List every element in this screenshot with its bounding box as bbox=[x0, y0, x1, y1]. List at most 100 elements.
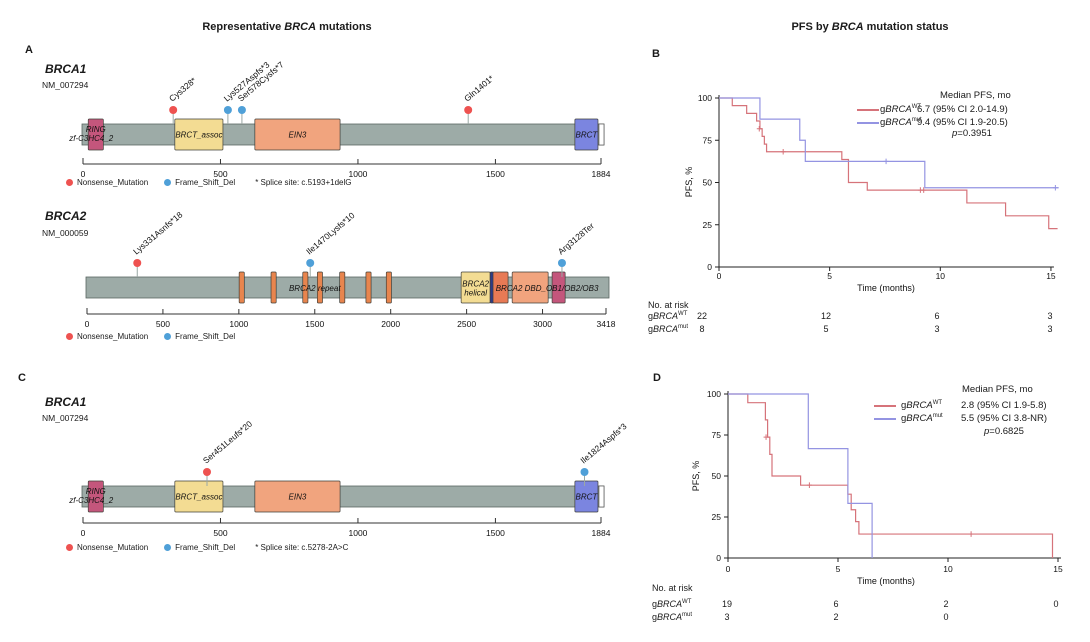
domain-EIN3 bbox=[254, 480, 341, 513]
risk-value: 3 bbox=[1047, 324, 1053, 334]
lollipop-panel-A-BRCA1: RING BRCT_assoc EIN3 BRCT zf-C3HC4_2 0 500 1000… bbox=[68, 59, 610, 179]
right-title-gene: BRCA bbox=[831, 21, 864, 33]
mutation-dot-Gln1401* bbox=[464, 106, 473, 114]
axis-tick-label: 500 bbox=[213, 169, 227, 179]
y-tick-label: 100 bbox=[698, 93, 712, 103]
km-panel-D: 0 25 50 75 100 0 5 10 15 Time (months) PFS, % bbox=[691, 389, 1063, 586]
mutation-dot-Lys527Aspfs*3 bbox=[223, 106, 232, 114]
risk-value: 8 bbox=[699, 324, 705, 334]
mutation-label: Ile1470Lysfs*10 bbox=[304, 210, 357, 257]
mutation-label: Cys328* bbox=[167, 75, 199, 104]
km-curve-gBRCA-WT bbox=[728, 393, 1054, 558]
legend-item: Frame_Shift_Del bbox=[164, 332, 235, 341]
axis-tick-label: 1500 bbox=[486, 169, 505, 179]
y-tick-label: 25 bbox=[712, 512, 722, 522]
domain-label: BRCT bbox=[576, 493, 599, 502]
mutation-dot-Ser578Cysfs*7 bbox=[237, 106, 246, 114]
bar-annotation: zf-C3HC4_2 bbox=[68, 496, 114, 505]
y-tick-label: 0 bbox=[716, 553, 721, 563]
left-title-pre: Representative bbox=[202, 21, 285, 33]
domain-RING bbox=[87, 480, 104, 513]
axis-tick-label: 500 bbox=[156, 319, 170, 329]
lollipop-legend-BRCA2: Nonsense_Mutation Frame_Shift_Del bbox=[66, 332, 235, 341]
y-tick-label: 25 bbox=[703, 220, 713, 230]
panel-letter-b: B bbox=[652, 48, 660, 60]
km-legend-label: gBRCAmut bbox=[901, 412, 943, 424]
risk-value: 6 bbox=[833, 599, 839, 609]
axis-tick-label: 2500 bbox=[457, 319, 476, 329]
risk-row-label: gBRCAmut bbox=[648, 324, 689, 334]
domain-label: EIN3 bbox=[289, 493, 307, 502]
mutation-dot-Cys328* bbox=[169, 106, 178, 114]
x-tick-label: 0 bbox=[726, 564, 731, 574]
censor-mark bbox=[921, 187, 927, 193]
km-legend-label: gBRCAWT bbox=[880, 103, 922, 115]
axis-tick-label: 1884 bbox=[592, 169, 611, 179]
lollipop-legend-BRCA1: Nonsense_Mutation Frame_Shift_Del * Splice… bbox=[66, 543, 348, 552]
bar-annotation: zf-C3HC4_2 bbox=[68, 134, 114, 143]
bar-tail bbox=[598, 123, 605, 146]
domain-box bbox=[270, 271, 277, 304]
right-figure-title: PFS by BRCA mutation status bbox=[791, 21, 948, 33]
domain-label: EIN3 bbox=[289, 131, 307, 140]
domain-box bbox=[551, 271, 566, 304]
mutation-label: Lys331Asnfs*18 bbox=[131, 209, 184, 256]
km-legend-median: 9.4 (95% CI 1.9-20.5) bbox=[917, 117, 1008, 128]
risk-row-label: gBRCAWT bbox=[648, 311, 688, 321]
domain-BRCT_assoc bbox=[174, 480, 224, 513]
km-legend-line-icon bbox=[874, 405, 896, 407]
risk-value: 12 bbox=[820, 311, 832, 321]
y-tick-label: 50 bbox=[712, 471, 722, 481]
km-legend-label: gBRCAWT bbox=[901, 399, 943, 411]
km-legend-line-icon bbox=[857, 109, 879, 111]
domain-BRCT bbox=[574, 480, 599, 513]
mutation-label: Ser451Leufs*20 bbox=[201, 419, 254, 466]
bar-annotation: BRCA2 repeat bbox=[289, 284, 341, 293]
gene-name-a-brca1: BRCA1 bbox=[45, 62, 87, 76]
domain-label: BRCT_assoc bbox=[175, 131, 222, 140]
axis-tick-label: 3000 bbox=[533, 319, 552, 329]
risk-table-title-B: No. at risk bbox=[648, 300, 689, 310]
panel-letter-c: C bbox=[18, 372, 26, 384]
km-legend-median: 5.5 (95% CI 3.8-NR) bbox=[961, 413, 1048, 424]
risk-value: 19 bbox=[721, 599, 733, 609]
axis-tick-label: 1000 bbox=[229, 319, 248, 329]
domain-label: BRCT bbox=[576, 131, 599, 140]
lollipop-panel-C-BRCA1: RING BRCT_assoc EIN3 BRCT zf-C3HC4_2 0 500 1000… bbox=[68, 419, 629, 538]
y-tick-label: 100 bbox=[707, 389, 721, 399]
x-tick-label: 0 bbox=[717, 271, 722, 281]
domain-label: RING bbox=[86, 125, 106, 134]
legend-item: Frame_Shift_Del bbox=[164, 543, 235, 552]
transcript-a-brca2: NM_000059 bbox=[42, 228, 89, 238]
mutation-dot-Ile1824Aspfs*3 bbox=[580, 468, 589, 476]
axis-tick-label: 0 bbox=[85, 319, 90, 329]
x-tick-label: 10 bbox=[943, 564, 953, 574]
frameshift-dot-icon bbox=[164, 179, 172, 186]
mutation-dot-Lys331Asnfs*18 bbox=[133, 259, 142, 267]
risk-value: 6 bbox=[934, 311, 940, 321]
km-legend-line-icon bbox=[857, 122, 879, 124]
domain-label: BRCT_assoc bbox=[175, 493, 222, 502]
y-axis-title: PFS, % bbox=[691, 461, 701, 492]
axis-tick-label: 1884 bbox=[592, 528, 611, 538]
protein-bar bbox=[81, 485, 605, 508]
risk-value: 22 bbox=[696, 311, 708, 321]
km-panel-B: 0 25 50 75 100 0 5 10 15 Time (months) PFS, % bbox=[684, 93, 1059, 293]
gene-name-a-brca2: BRCA2 bbox=[45, 209, 87, 223]
km-curve-gBRCA-mut bbox=[728, 393, 873, 558]
censor-mark bbox=[1052, 184, 1058, 191]
risk-value: 3 bbox=[724, 612, 730, 622]
transcript-a-brca1: NM_007294 bbox=[42, 80, 89, 90]
y-tick-label: 0 bbox=[707, 262, 712, 272]
domain-RING bbox=[87, 118, 104, 151]
axis-tick-label: 2000 bbox=[381, 319, 400, 329]
domain-box bbox=[302, 271, 309, 304]
axis-tick-label: 0 bbox=[81, 169, 86, 179]
left-figure-title: Representative BRCA mutations bbox=[202, 21, 371, 33]
protein-bar bbox=[81, 123, 605, 146]
km-p-value-D: p=0.6825 bbox=[984, 426, 1024, 437]
domain-box bbox=[365, 271, 372, 304]
axis-tick-label: 3418 bbox=[597, 319, 616, 329]
